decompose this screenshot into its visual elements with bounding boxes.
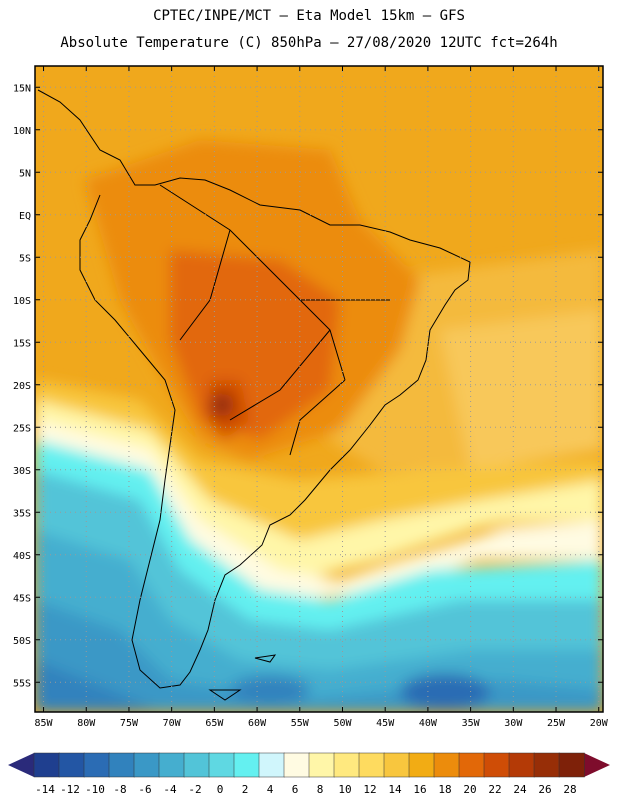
colorbar-swatch bbox=[308, 752, 335, 778]
lat-label: 5S bbox=[19, 253, 31, 264]
lon-label: 40W bbox=[419, 718, 438, 729]
colorbar-label: 16 bbox=[413, 783, 426, 796]
colorbar-label: -4 bbox=[163, 783, 177, 796]
colorbar-swatch bbox=[108, 752, 135, 778]
colorbar-label: 8 bbox=[317, 783, 324, 796]
lon-label: 25W bbox=[547, 718, 566, 729]
colorbar-swatch bbox=[358, 752, 385, 778]
colorbar-label: 14 bbox=[388, 783, 402, 796]
colorbar-swatch bbox=[333, 752, 360, 778]
colorbar-label: 28 bbox=[563, 783, 576, 796]
colorbar-swatch bbox=[83, 752, 110, 778]
colorbar-swatch bbox=[408, 752, 435, 778]
colorbar-swatch bbox=[133, 752, 160, 778]
lat-label: 35S bbox=[13, 508, 31, 519]
lat-label: 10S bbox=[13, 296, 31, 307]
lon-label: 65W bbox=[205, 718, 224, 729]
lon-label: 50W bbox=[333, 718, 352, 729]
lat-label: 5N bbox=[19, 168, 31, 179]
colorbar-swatch bbox=[158, 752, 185, 778]
colorbar-swatch bbox=[208, 752, 235, 778]
colorbar-swatch bbox=[383, 752, 410, 778]
colorbar-label: 0 bbox=[217, 783, 224, 796]
colorbar-label: 24 bbox=[513, 783, 527, 796]
colorbar-high-arrow bbox=[584, 753, 610, 777]
colorbar-swatch bbox=[433, 752, 460, 778]
lat-label: 10N bbox=[13, 126, 31, 137]
lat-label: 55S bbox=[13, 678, 31, 689]
lon-label: 20W bbox=[590, 718, 609, 729]
colorbar-label: 2 bbox=[242, 783, 249, 796]
lon-label: 80W bbox=[77, 718, 96, 729]
colorbar-swatch bbox=[558, 752, 585, 778]
lat-label: EQ bbox=[19, 211, 31, 222]
lat-label: 40S bbox=[13, 551, 31, 562]
colorbar-label: 10 bbox=[338, 783, 351, 796]
latitude-labels: 15N 10N 5N EQ 5S 10S 15S 20S 25S 30S 35S 40S 45S 50S 5… bbox=[13, 83, 31, 689]
colorbar-label: 22 bbox=[488, 783, 501, 796]
lat-label: 15N bbox=[13, 83, 31, 94]
colorbar: -14 -12 -10 -8 -6 -4 -2 0 2 4 6 8 10 12 14 16 18 20 22 24 26… bbox=[8, 752, 610, 796]
lon-label: 70W bbox=[163, 718, 182, 729]
colorbar-label: -8 bbox=[113, 783, 126, 796]
colorbar-label: 18 bbox=[438, 783, 451, 796]
colorbar-label: -2 bbox=[188, 783, 201, 796]
colorbar-low-arrow bbox=[8, 753, 34, 777]
colorbar-label: 20 bbox=[463, 783, 476, 796]
lat-label: 25S bbox=[13, 423, 31, 434]
map-title-line2: Absolute Temperature (C) 850hPa – 27/08/… bbox=[60, 35, 558, 51]
lon-label: 85W bbox=[35, 718, 54, 729]
lat-label: 45S bbox=[13, 593, 31, 604]
longitude-labels: 85W 80W 75W 70W 65W 60W 55W 50W 45W 40W 35W 30W 25W 2… bbox=[35, 718, 609, 729]
colorbar-label: 12 bbox=[363, 783, 376, 796]
map-title-line1: CPTEC/INPE/MCT – Eta Model 15km – GFS bbox=[153, 8, 465, 24]
colorbar-swatch bbox=[533, 752, 560, 778]
map-frame bbox=[34, 65, 604, 713]
colorbar-label: -6 bbox=[138, 783, 151, 796]
colorbar-swatch bbox=[33, 752, 60, 778]
colorbar-swatch bbox=[258, 752, 285, 778]
lon-label: 30W bbox=[504, 718, 523, 729]
colorbar-label: 4 bbox=[267, 783, 274, 796]
temperature-field bbox=[35, 66, 603, 712]
colorbar-label: -10 bbox=[85, 783, 105, 796]
lon-label: 60W bbox=[248, 718, 267, 729]
colorbar-swatch bbox=[58, 752, 85, 778]
lat-label: 15S bbox=[13, 338, 31, 349]
colorbar-label: 26 bbox=[538, 783, 551, 796]
colorbar-swatch bbox=[283, 752, 310, 778]
colorbar-label: 6 bbox=[292, 783, 299, 796]
lon-label: 55W bbox=[291, 718, 310, 729]
colorbar-swatch bbox=[458, 752, 485, 778]
lon-label: 45W bbox=[376, 718, 395, 729]
lat-label: 20S bbox=[13, 381, 31, 392]
colorbar-swatch bbox=[183, 752, 210, 778]
colorbar-swatch bbox=[508, 752, 535, 778]
colorbar-label: -12 bbox=[60, 783, 80, 796]
axis-ticks bbox=[35, 66, 603, 712]
lon-label: 35W bbox=[462, 718, 481, 729]
lat-label: 30S bbox=[13, 466, 31, 477]
colorbar-swatch bbox=[483, 752, 510, 778]
colorbar-label: -14 bbox=[35, 783, 55, 796]
lat-label: 50S bbox=[13, 636, 31, 647]
colorbar-swatch bbox=[233, 752, 260, 778]
lon-label: 75W bbox=[120, 718, 139, 729]
